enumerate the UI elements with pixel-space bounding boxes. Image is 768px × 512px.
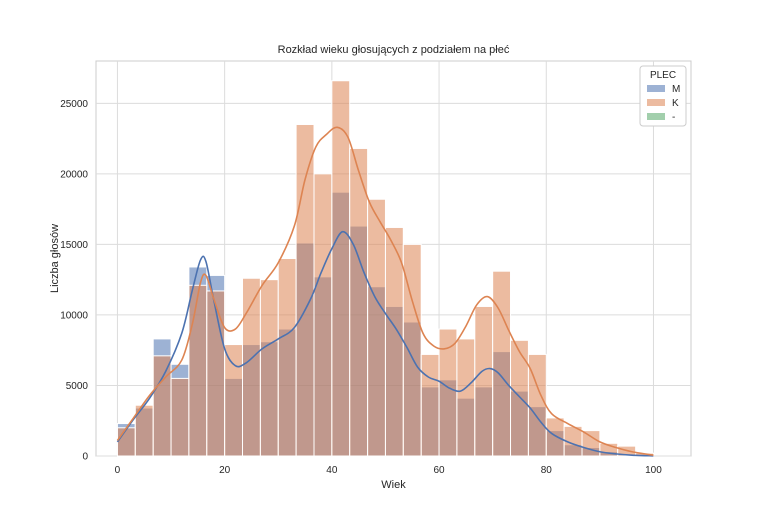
y-tick-label: 15000 bbox=[60, 240, 88, 251]
y-tick-label: 10000 bbox=[60, 310, 88, 321]
x-axis-label: Wiek bbox=[381, 479, 406, 491]
histogram-bar bbox=[456, 338, 476, 457]
histogram-bar bbox=[277, 258, 297, 457]
legend-swatch bbox=[647, 85, 665, 92]
y-tick-label: 25000 bbox=[60, 99, 88, 110]
kde-lines bbox=[116, 126, 654, 457]
x-tick-label: 100 bbox=[645, 465, 662, 476]
tick-labels: 0 20 40 60 80 100 0 5000 10000 15000 20000 25000 bbox=[60, 99, 662, 476]
x-tick-label: 60 bbox=[434, 465, 446, 476]
x-tick-label: 0 bbox=[115, 465, 121, 476]
histogram-bar bbox=[402, 243, 422, 457]
histogram-bar bbox=[545, 417, 565, 457]
histogram-bar bbox=[474, 305, 494, 457]
histogram-bar bbox=[492, 270, 512, 457]
histogram-bar bbox=[206, 290, 226, 457]
legend-label: K bbox=[672, 98, 679, 109]
histogram-bar bbox=[367, 198, 386, 457]
histogram-bar bbox=[152, 355, 172, 457]
legend-box bbox=[639, 65, 687, 127]
histogram-bar bbox=[224, 344, 243, 457]
kde-line-M bbox=[116, 230, 654, 457]
legend: PLEC MK - bbox=[639, 65, 687, 127]
legend-items: MK - bbox=[647, 84, 680, 123]
y-tick-label: 20000 bbox=[60, 169, 88, 180]
histogram-bar bbox=[420, 353, 440, 457]
histogram-bar bbox=[510, 339, 529, 457]
histogram-bars bbox=[116, 80, 654, 457]
y-axis-label: Liczba głosów bbox=[49, 224, 61, 293]
x-tick-label: 20 bbox=[219, 465, 231, 476]
y-tick-label: 0 bbox=[82, 452, 88, 463]
histogram-bar bbox=[295, 123, 315, 457]
x-tick-label: 80 bbox=[541, 465, 553, 476]
histogram-bar bbox=[170, 377, 190, 457]
legend-label: M bbox=[672, 84, 680, 95]
x-tick-label: 40 bbox=[326, 465, 338, 476]
legend-swatch bbox=[647, 113, 665, 120]
histogram-bar bbox=[259, 279, 279, 457]
bar-series-K bbox=[116, 80, 654, 457]
histogram-bar bbox=[349, 147, 369, 457]
legend-title: PLEC bbox=[650, 70, 676, 81]
histogram-bar bbox=[313, 173, 333, 457]
histogram-bar bbox=[581, 430, 601, 457]
y-tick-label: 5000 bbox=[66, 381, 89, 392]
histogram-bar bbox=[116, 427, 136, 457]
legend-label: - bbox=[672, 112, 675, 123]
legend-swatch bbox=[647, 99, 665, 106]
chart-title: Rozkład wieku głosujących z podziałem na… bbox=[278, 44, 510, 56]
histogram-bar bbox=[188, 284, 208, 457]
kde-line-K bbox=[116, 126, 654, 456]
